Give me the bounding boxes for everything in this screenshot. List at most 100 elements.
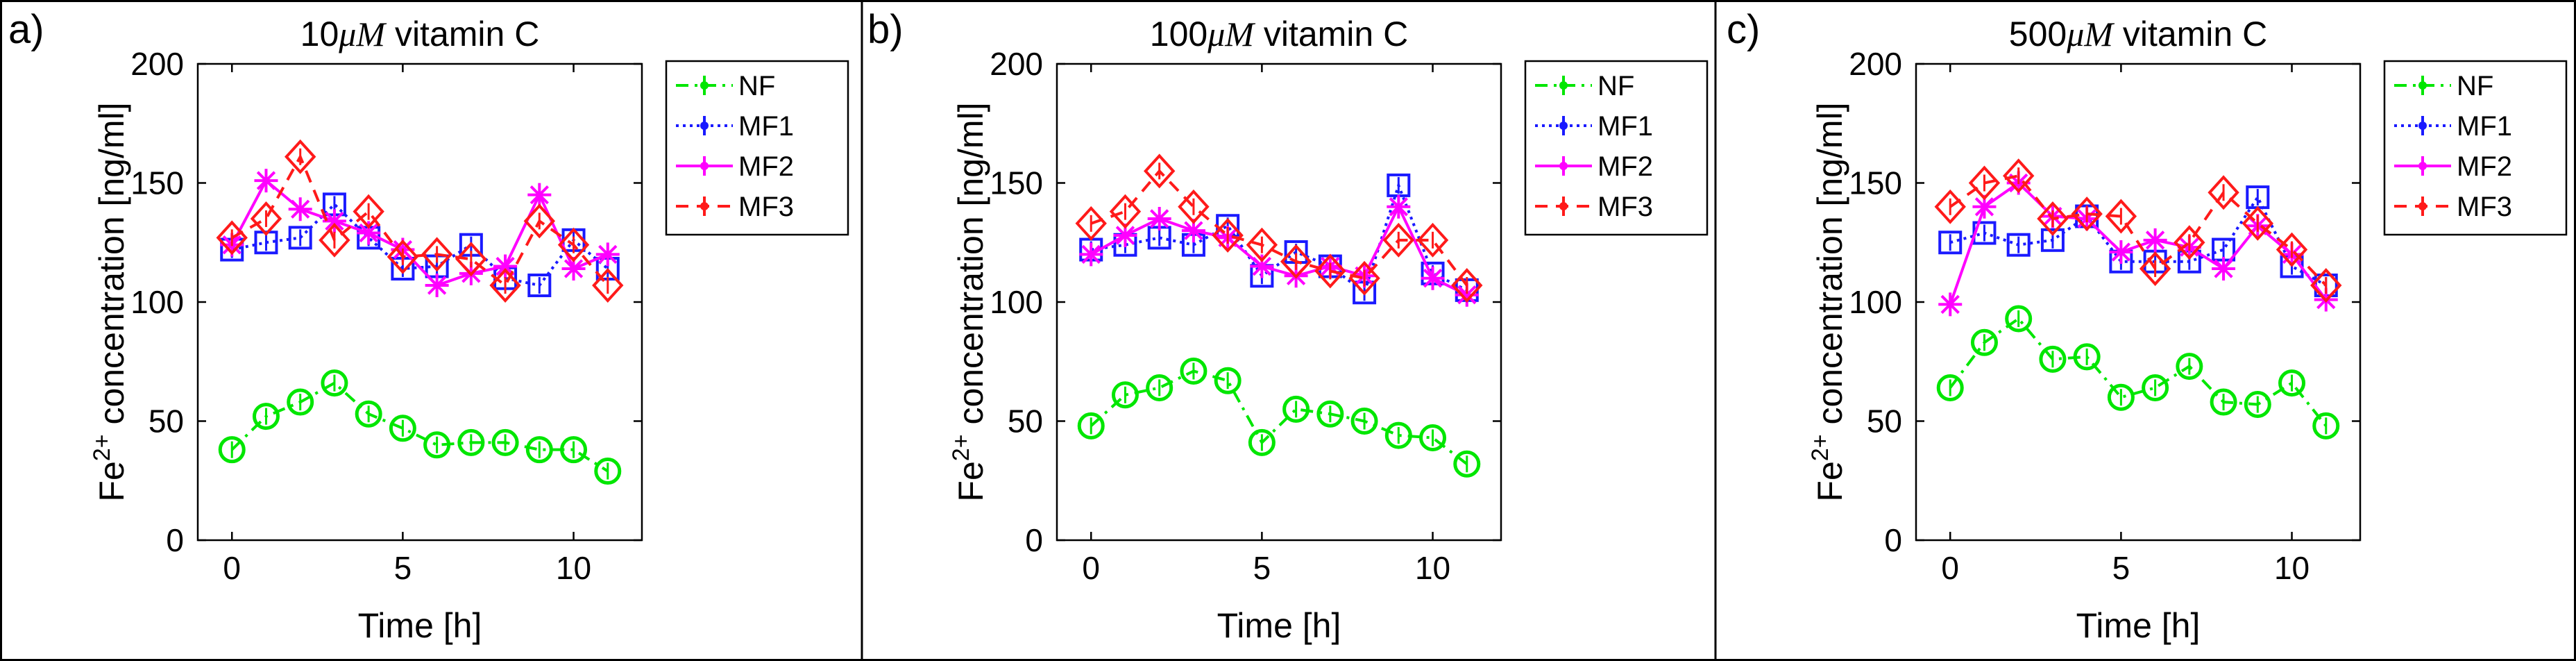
marker-diamond xyxy=(387,239,419,274)
marker-circle xyxy=(321,369,348,397)
legend-label-MF1: MF1 xyxy=(2457,111,2512,142)
marker-diamond xyxy=(2037,201,2069,236)
y-label-rest: concentration [ng/ml] xyxy=(1811,102,1849,434)
y-tick-label: 100 xyxy=(130,284,184,320)
x-tick-label: 10 xyxy=(1415,550,1450,586)
marker-asterisk xyxy=(357,221,381,245)
legend-marker xyxy=(2418,122,2427,130)
marker-asterisk xyxy=(1250,254,1274,278)
marker-asterisk xyxy=(1421,266,1445,290)
y-tick-label: 0 xyxy=(166,522,184,558)
marker-circle xyxy=(491,428,519,456)
chart-title: 500μM vitamin C xyxy=(2009,15,2267,53)
marker-diamond xyxy=(421,237,453,272)
marker-circle xyxy=(1077,412,1105,440)
marker-diamond xyxy=(2105,199,2137,234)
marker-circle xyxy=(2107,383,2135,411)
legend-marker xyxy=(1559,122,1568,130)
legend-box xyxy=(2383,60,2568,236)
marker-diamond xyxy=(2276,232,2308,267)
y-label-base: Fe xyxy=(951,461,990,501)
marker-square xyxy=(288,226,312,250)
y-tick-label: 50 xyxy=(149,403,184,440)
legend-label-NF: NF xyxy=(2457,71,2493,101)
marker-circle xyxy=(1384,421,1412,449)
x-tick-label: 5 xyxy=(2112,550,2130,586)
marker-diamond xyxy=(250,201,282,236)
x-tick-label: 0 xyxy=(1082,550,1100,586)
y-tick-label: 50 xyxy=(1008,403,1043,440)
title-value: 500 xyxy=(2009,15,2067,53)
marker-square xyxy=(1938,231,1963,255)
title-unit: μM xyxy=(2066,15,2115,53)
marker-asterisk xyxy=(527,183,552,207)
marker-diamond xyxy=(557,227,590,262)
marker-circle xyxy=(1970,328,1998,356)
marker-diamond xyxy=(455,242,487,277)
marker-circle xyxy=(1316,400,1344,428)
series-MF3 xyxy=(1075,153,1483,303)
marker-diamond xyxy=(1178,189,1210,224)
marker-diamond xyxy=(2310,268,2342,303)
marker-asterisk xyxy=(2109,240,2133,264)
legend-marker xyxy=(2418,81,2427,90)
series-NF xyxy=(1077,357,1481,478)
marker-diamond xyxy=(1075,206,1107,241)
y-label-rest: concentration [ng/ml] xyxy=(92,102,131,434)
legend-label-MF1: MF1 xyxy=(1598,111,1653,142)
marker-diamond xyxy=(1212,217,1244,253)
series-NF xyxy=(1936,305,2340,440)
marker-asterisk xyxy=(254,169,278,193)
plot-area xyxy=(1915,62,2362,542)
panel-label: a) xyxy=(8,7,44,52)
marker-diamond xyxy=(1314,253,1346,289)
marker-diamond xyxy=(284,139,316,174)
legend: NF MF1 MF2 MF3 xyxy=(2383,60,2568,236)
marker-diamond xyxy=(1348,260,1380,296)
marker-circle xyxy=(1453,450,1481,478)
marker-diamond xyxy=(1451,268,1483,303)
marker-circle xyxy=(218,436,246,464)
series-line-NF xyxy=(230,381,609,473)
marker-asterisk xyxy=(1147,206,1171,231)
title-unit: μM xyxy=(338,15,387,53)
y-label-sup: 2+ xyxy=(1807,434,1833,461)
marker-asterisk xyxy=(1972,194,1997,219)
marker-asterisk xyxy=(322,209,346,233)
marker-circle xyxy=(1248,428,1276,456)
legend-label-NF: NF xyxy=(1598,71,1634,101)
legend-label-MF3: MF3 xyxy=(1598,192,1653,222)
marker-diamond xyxy=(319,222,350,258)
x-tick-label: 5 xyxy=(394,550,412,586)
panel-label: b) xyxy=(867,7,904,52)
title-value: 10 xyxy=(300,15,339,53)
marker-diamond xyxy=(489,268,521,303)
legend-marker xyxy=(700,162,709,170)
marker-circle xyxy=(389,415,416,442)
series-MF3 xyxy=(1934,158,2342,303)
x-axis-label: Time [h] xyxy=(2076,606,2201,645)
marker-circle xyxy=(1936,374,1964,401)
y-tick-label: 0 xyxy=(1884,522,1902,558)
marker-asterisk xyxy=(1455,283,1479,307)
marker-circle xyxy=(2210,388,2237,416)
x-axis-label: Time [h] xyxy=(1217,606,1341,645)
marker-square xyxy=(2040,228,2065,252)
marker-diamond xyxy=(2208,175,2239,210)
marker-circle xyxy=(2005,305,2033,333)
marker-asterisk xyxy=(561,256,586,281)
marker-circle xyxy=(2039,345,2067,373)
legend-label-MF3: MF3 xyxy=(2457,192,2512,222)
marker-asterisk xyxy=(425,273,449,297)
marker-circle xyxy=(2312,412,2340,440)
legend-marker xyxy=(1559,202,1568,210)
legend-marker xyxy=(2418,162,2427,170)
x-tick-label: 0 xyxy=(223,550,241,586)
y-tick-label: 50 xyxy=(1867,403,1902,440)
marker-circle xyxy=(2142,374,2169,401)
x-tick-label: 10 xyxy=(2274,550,2310,586)
marker-circle xyxy=(594,458,622,485)
title-text: vitamin C xyxy=(1254,15,1408,53)
